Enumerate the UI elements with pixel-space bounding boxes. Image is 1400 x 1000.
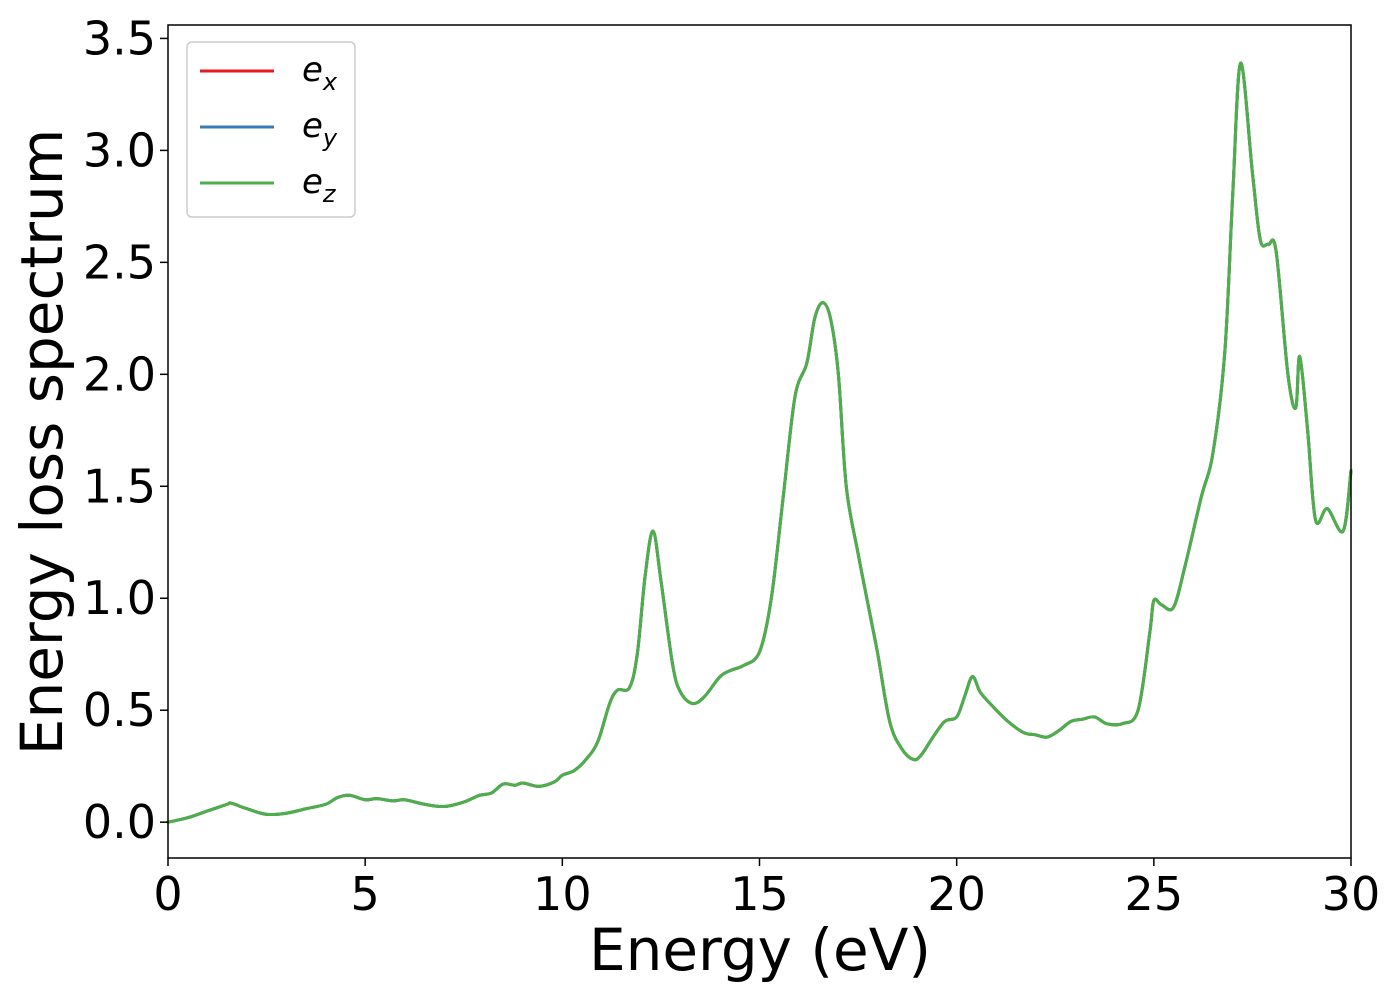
y-tick-label: 2.5 — [83, 235, 156, 289]
y-tick-label: 1.0 — [83, 571, 156, 625]
x-tick-label: 25 — [1125, 867, 1184, 921]
x-tick-label: 30 — [1322, 867, 1381, 921]
legend: ex ey ez — [186, 41, 356, 218]
series-layer — [166, 61, 1353, 824]
x-tick-label: 0 — [153, 867, 182, 921]
x-axis-title: Energy (eV) — [589, 916, 931, 984]
y-axis: 0.0 0.5 1.0 1.5 2.0 2.5 3.0 3.5 — [83, 11, 168, 849]
legend-label-x: ex — [302, 50, 338, 96]
y-tick-label: 3.5 — [83, 11, 156, 65]
x-tick-label: 10 — [533, 867, 592, 921]
y-tick-label: 0.5 — [83, 683, 156, 737]
x-tick-label: 5 — [351, 867, 380, 921]
legend-entries: ex ey ez — [200, 50, 338, 208]
y-tick-label: 2.0 — [83, 347, 156, 401]
x-tick-label: 20 — [927, 867, 986, 921]
y-tick-label: 1.5 — [83, 459, 156, 513]
x-tick-label: 15 — [730, 867, 789, 921]
y-tick-label: 0.0 — [83, 795, 156, 849]
legend-label-y: ey — [302, 106, 338, 152]
series-line-z — [166, 61, 1353, 824]
x-axis: 0 5 10 15 20 25 30 — [153, 858, 1380, 921]
legend-box — [186, 41, 356, 218]
y-tick-label: 3.0 — [83, 123, 156, 177]
y-axis-title: Energy loss spectrum — [8, 129, 76, 755]
legend-label-z: ez — [302, 162, 337, 208]
